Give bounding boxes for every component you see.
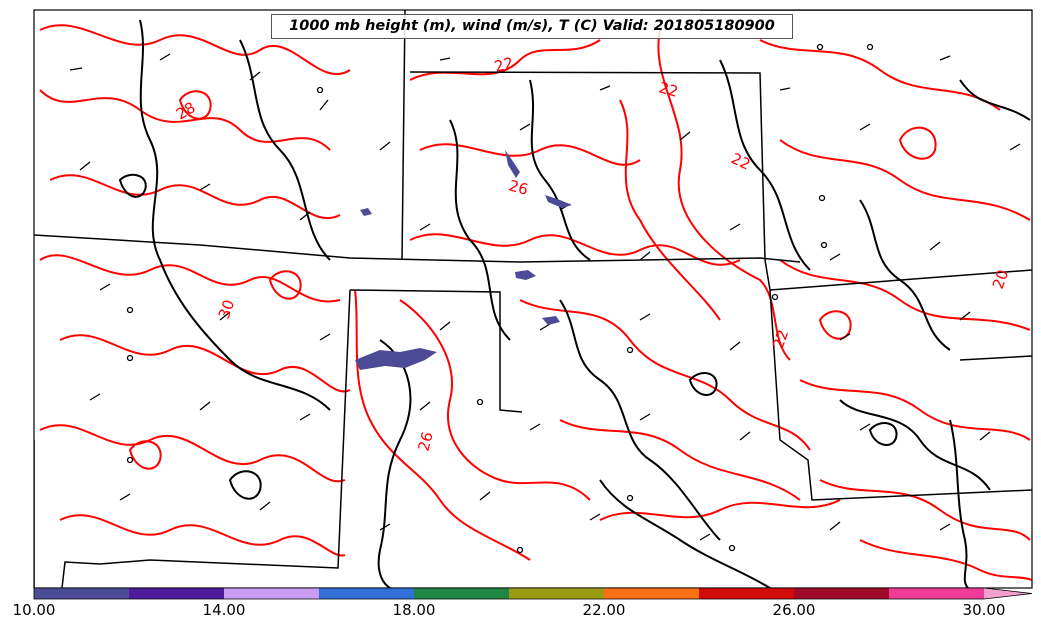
colorbar-tick-label: 30.00 [962, 601, 1006, 619]
colorbar-segment [319, 588, 414, 599]
shaded-areas [355, 150, 572, 370]
contour-label: 26 [414, 430, 436, 453]
colorbar-segment [699, 588, 794, 599]
contour-label: 30 [215, 297, 238, 321]
colorbar-tick-label: 22.00 [582, 601, 626, 619]
height-contours [118, 19, 1031, 588]
contour-label: 20 [989, 267, 1012, 291]
calm-wind-circles [126, 43, 874, 554]
temperature-contours [39, 24, 1032, 581]
contour-label: 22 [492, 54, 515, 76]
map-title: 1000 mb height (m), wind (m/s), T (C) Va… [289, 18, 775, 34]
contour-label: 22 [657, 78, 680, 100]
colorbar-segment [794, 588, 889, 599]
colorbar-tick-label: 26.00 [772, 601, 816, 619]
colorbar-tick-label: 10.00 [12, 601, 56, 619]
title-box: 1000 mb height (m), wind (m/s), T (C) Va… [271, 14, 793, 39]
colorbar [33, 587, 1033, 600]
contour-label: 26 [507, 176, 530, 198]
colorbar-segment [889, 588, 984, 599]
colorbar-segment [414, 588, 509, 599]
contour-label: 22 [769, 327, 792, 351]
state-boundaries [34, 10, 1032, 588]
colorbar-segment [129, 588, 224, 599]
colorbar-outline [33, 587, 1033, 600]
colorbar-segment [224, 588, 319, 599]
colorbar-segment [604, 588, 699, 599]
contour-label: 22 [728, 149, 753, 173]
colorbar-extend-arrow [984, 588, 1032, 599]
wind-barbs [69, 53, 1021, 541]
colorbar-tick-label: 18.00 [392, 601, 436, 619]
colorbar-segment [34, 588, 129, 599]
colorbar-tick-label: 14.00 [202, 601, 246, 619]
colorbar-segment [509, 588, 604, 599]
